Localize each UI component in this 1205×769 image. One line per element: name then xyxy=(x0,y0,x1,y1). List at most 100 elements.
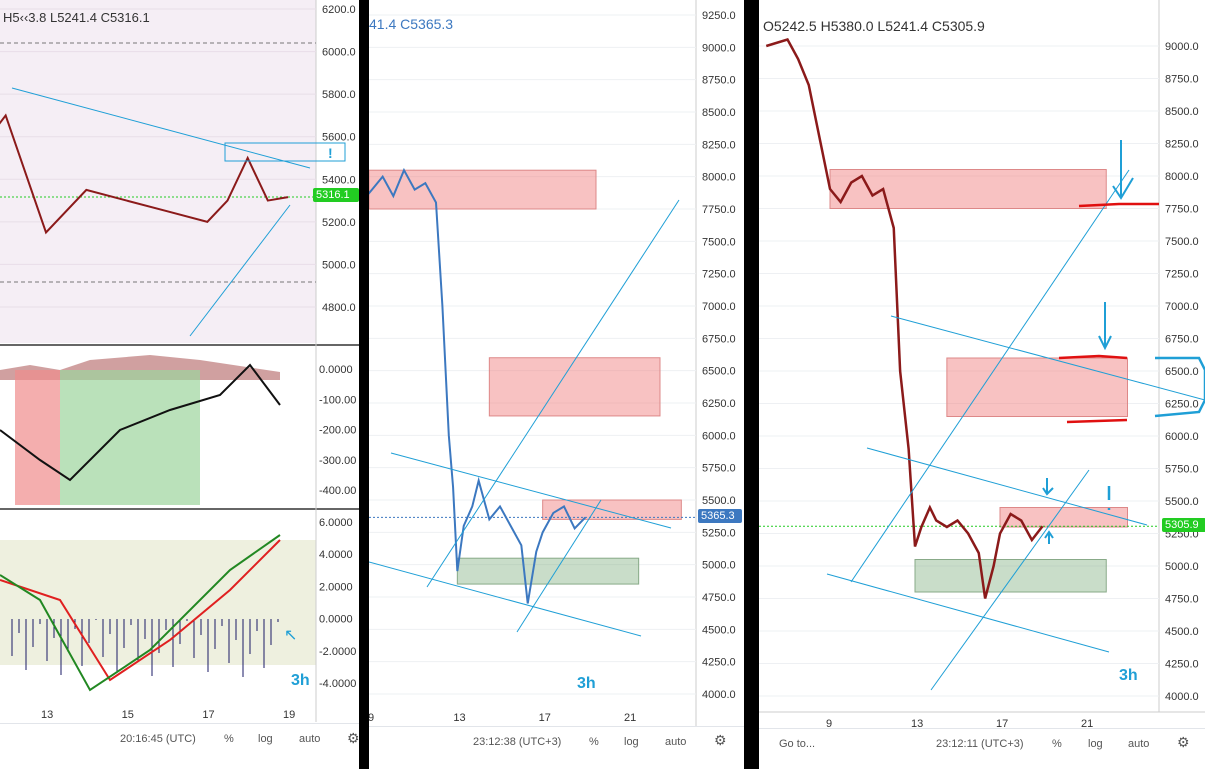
price-tick-label: 5400.0 xyxy=(322,174,356,186)
price-tick-label: 7750.0 xyxy=(1165,204,1199,216)
chart-footer-right: Go to... 23:12:11 (UTC+3) % log auto ⚙ xyxy=(759,728,1205,759)
zone-red xyxy=(829,169,1107,209)
annotation-red-line xyxy=(1066,418,1128,424)
price-tick-label: 7000.0 xyxy=(702,301,736,313)
price-tick-label: 4800.0 xyxy=(322,302,356,314)
price-tick-label: 6750.0 xyxy=(702,333,736,345)
gear-icon[interactable]: ⚙ xyxy=(347,730,359,746)
price-line xyxy=(369,167,587,604)
annotation-box xyxy=(224,142,346,162)
price-tick-label: 4250.0 xyxy=(702,657,736,669)
percent-button-middle[interactable]: % xyxy=(589,736,599,748)
price-tick-label: 8500.0 xyxy=(702,107,736,119)
x-tick-label: 13 xyxy=(911,718,923,730)
chart-canvas-right: 9000.0 8750.0 8500.0 8250.0 8000.0 7750.0 7500… xyxy=(759,0,1205,730)
price-tick-label: 8250.0 xyxy=(702,139,736,151)
trendline xyxy=(426,199,680,588)
price-tick-label: 8000.0 xyxy=(702,172,736,184)
annotation-bracket xyxy=(1154,356,1205,418)
price-pane-bg xyxy=(0,0,316,343)
clock-middle: 23:12:38 (UTC+3) xyxy=(473,736,562,748)
x-tick-label: 15 xyxy=(122,709,134,721)
price-tick-label: 5000.0 xyxy=(322,259,356,271)
price-tick-label: 6250.0 xyxy=(702,398,736,410)
annotation-arrow xyxy=(1112,140,1134,200)
zone-red xyxy=(999,507,1128,528)
price-tick-label: 4750.0 xyxy=(702,592,736,604)
trendline xyxy=(850,169,1130,583)
log-button-right[interactable]: log xyxy=(1088,738,1103,750)
ohlc-readout-right: O5242.5 H5380.0 L5241.4 C5305.9 xyxy=(763,18,985,34)
last-price-tag-left: 5316.1 xyxy=(313,188,359,202)
price-tick-label: 6250.0 xyxy=(1165,399,1199,411)
auto-button-middle[interactable]: auto xyxy=(665,736,687,748)
annotation-red-line xyxy=(1078,202,1159,208)
price-tick-label: 7250.0 xyxy=(702,269,736,281)
histogram-tick-label: 6.0000 xyxy=(319,517,353,529)
trendline xyxy=(189,204,291,337)
percent-button-left[interactable]: % xyxy=(224,733,234,745)
x-tick-label: 21 xyxy=(1081,718,1093,730)
price-tick-label: 5800.0 xyxy=(322,89,356,101)
annotation-mark: ! xyxy=(328,145,333,161)
chart-canvas-left: 6200.0 6000.0 5800.0 5600.0 5400.0 5200.0 5000… xyxy=(0,0,359,722)
x-tick-label: 9 xyxy=(826,718,832,730)
price-tick-label: 5000.0 xyxy=(702,560,736,572)
signal-line xyxy=(0,539,281,682)
x-tick-label: 19 xyxy=(283,709,295,721)
price-tick-label: 5250.0 xyxy=(702,527,736,539)
trendline xyxy=(11,87,311,169)
zone-red xyxy=(946,357,1128,417)
trendline xyxy=(930,469,1090,691)
timeframe-label-right: 3h xyxy=(1119,667,1138,684)
price-tick-label: 4750.0 xyxy=(1165,594,1199,606)
price-tick-label: 8250.0 xyxy=(1165,139,1199,151)
auto-button-right[interactable]: auto xyxy=(1128,738,1150,750)
zone-green xyxy=(456,557,640,585)
price-tick-label: 8750.0 xyxy=(702,75,736,87)
price-tick-label: 6750.0 xyxy=(1165,334,1199,346)
gear-icon[interactable]: ⚙ xyxy=(1177,734,1190,750)
x-tick-label: 13 xyxy=(453,712,465,724)
percent-button-right[interactable]: % xyxy=(1052,738,1062,750)
price-line xyxy=(765,38,1044,599)
price-tick-label: 6200.0 xyxy=(322,4,356,16)
go-to-button[interactable]: Go to... xyxy=(779,738,816,750)
price-tick-label: 4500.0 xyxy=(1165,626,1199,638)
chart-panel-left: 6200.0 6000.0 5800.0 5600.0 5400.0 5200.0 5000… xyxy=(0,0,359,769)
price-tick-label: 6500.0 xyxy=(702,366,736,378)
x-tick-label: 13 xyxy=(41,709,53,721)
log-button-middle[interactable]: log xyxy=(624,736,639,748)
osc-area-green xyxy=(60,370,200,505)
price-tick-label: 5200.0 xyxy=(322,217,356,229)
timeframe-label-middle: 3h xyxy=(577,675,596,692)
ohlc-readout-left: H5‹‹3.8 L5241.4 C5316.1 xyxy=(3,10,150,25)
trendline xyxy=(369,561,642,637)
annotation-arrow xyxy=(1044,530,1054,544)
last-price-tag-right: 5305.9 xyxy=(1162,518,1205,532)
signal-line xyxy=(0,534,281,692)
gear-icon[interactable]: ⚙ xyxy=(714,732,727,748)
auto-button-left[interactable]: auto xyxy=(299,733,321,745)
histogram-tick-label: 0.0000 xyxy=(319,614,353,626)
oscillator-tick-label: -200.00 xyxy=(319,425,356,437)
price-tick-label: 6000.0 xyxy=(322,47,356,59)
oscillator-tick-label: 0.0000 xyxy=(319,364,353,376)
price-tick-label: 7750.0 xyxy=(702,204,736,216)
chart-panel-right: 9000.0 8750.0 8500.0 8250.0 8000.0 7750.0 7500… xyxy=(759,0,1205,769)
chart-panel-middle: 9250.0 9000.0 8750.0 8500.0 8250.0 8000.0 7750… xyxy=(369,0,744,769)
price-tick-label: 4500.0 xyxy=(702,624,736,636)
histogram-tick-label: 2.0000 xyxy=(319,581,353,593)
annotation-arrow xyxy=(1042,478,1054,496)
x-tick-label: 21 xyxy=(624,712,636,724)
oscillator-tick-label: -300.00 xyxy=(319,455,356,467)
x-tick-label: 17 xyxy=(996,718,1008,730)
price-tick-label: 4000.0 xyxy=(1165,691,1199,703)
price-line xyxy=(0,113,289,235)
log-button-left[interactable]: log xyxy=(258,733,273,745)
annotation-arrow xyxy=(1098,302,1112,351)
price-tick-label: 5600.0 xyxy=(322,132,356,144)
annotation-red-line xyxy=(1058,354,1128,360)
trendline xyxy=(866,447,1148,526)
zone-red xyxy=(369,169,597,210)
